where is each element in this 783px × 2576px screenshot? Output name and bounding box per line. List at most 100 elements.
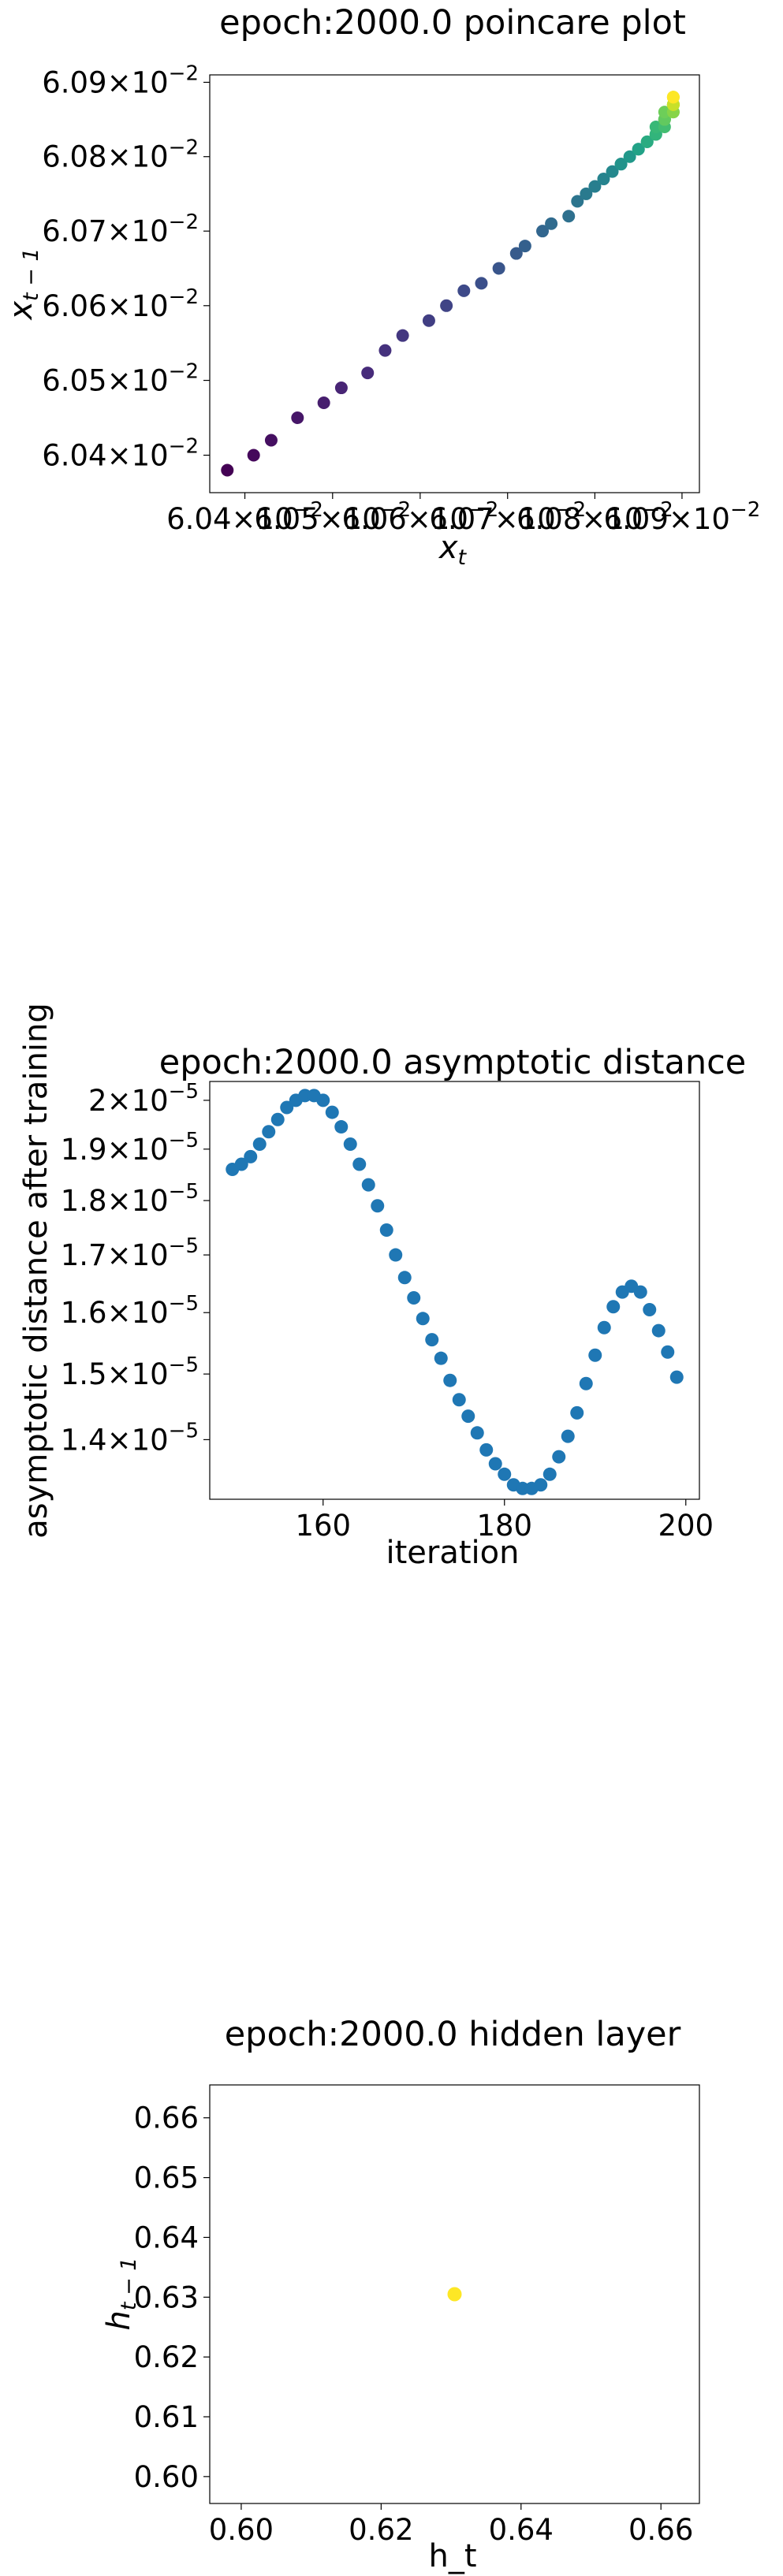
poincare-points [221,91,680,477]
poincare-point [580,187,593,200]
asymptotic-distance-y-axis-label: asymptotic distance after training [18,1003,54,1539]
poincare-point [378,344,392,357]
asymptotic-distance-point [316,1093,330,1107]
asymptotic-distance-point [488,1457,502,1471]
poincare-point [536,225,550,238]
hidden-layer-points [447,2287,462,2302]
poincare-point [666,91,680,104]
poincare-x-ticks: 6.04×10−26.05×10−26.06×10−26.07×10−26.08… [166,493,760,536]
asymptotic-distance-point [633,1285,647,1299]
asymptotic-distance-point [561,1429,575,1443]
poincare-plot: epoch:2000.0 poincare plot 6.04×10−26.05… [3,3,760,570]
asymptotic-distance-x-ticks: 160 180 200 [295,1499,714,1543]
hidden-layer-x-tick-label: 0.66 [628,2513,693,2547]
hidden-layer-plot: epoch:2000.0 hidden layer 0.60 0.62 0.64 0.… [101,2015,700,2574]
poincare-x-tick-label: 6.08×10−2 [516,498,673,536]
poincare-x-tick-label: 6.05×10−2 [254,498,411,536]
poincare-point [396,329,409,342]
poincare-point [640,135,654,148]
hidden-layer-y-tick-label: 0.62 [134,2340,199,2374]
asymptotic-distance-point [669,1370,684,1384]
hidden-layer-point [447,2287,462,2302]
asymptotic-distance-point [361,1178,375,1192]
asymptotic-distance-point [389,1248,403,1262]
poincare-point [649,120,662,133]
asymptotic-distance-point [270,1112,285,1126]
asymptotic-distance-point [661,1345,675,1359]
asymptotic-distance-point [498,1467,512,1481]
poincare-y-axis-label: xt − 1 [3,248,43,321]
poincare-point [562,210,576,223]
poincare-y-tick-label: 6.09×10−2 [42,61,199,99]
poincare-y-tick-label: 6.05×10−2 [42,360,199,398]
poincare-y-tick-label: 6.07×10−2 [42,210,199,248]
asymptotic-distance-point [643,1302,657,1316]
poincare-y-tick-label: 6.08×10−2 [42,136,199,174]
asymptotic-distance-point [407,1291,421,1305]
hidden-layer-x-tick-label: 0.60 [209,2513,274,2547]
poincare-y-ticks: 6.04×10−2 6.05×10−2 6.06×10−2 6.07×10−2 6.08… [42,61,210,472]
asymptotic-distance-point [588,1348,602,1362]
asymptotic-distance-point [434,1351,448,1365]
poincare-point [247,449,260,462]
poincare-point [509,247,523,260]
poincare-x-tick-label: 6.04×10−2 [166,498,323,536]
asymptotic-distance-point [579,1376,593,1390]
poincare-y-tick-label: 6.06×10−2 [42,285,199,323]
asymptotic-distance-y-tick-label: 1.7×10−5 [61,1234,199,1272]
hidden-layer-x-tick-label: 0.62 [349,2513,413,2547]
asymptotic-distance-x-tick-label: 200 [658,1509,714,1543]
poincare-point [545,217,558,230]
poincare-point [632,143,645,156]
hidden-layer-x-ticks: 0.60 0.62 0.64 0.66 [209,2503,693,2547]
poincare-axes-frame [209,74,700,493]
hidden-layer-y-ticks: 0.60 0.61 0.62 0.63 0.64 0.65 0.66 [134,2101,210,2494]
poincare-point [623,150,636,163]
asymptotic-distance-point [552,1450,566,1464]
poincare-point [518,240,531,253]
asymptotic-distance-point [244,1149,258,1163]
asymptotic-distance-point [651,1323,666,1338]
hidden-layer-y-tick-label: 0.64 [134,2220,199,2254]
hidden-layer-y-tick-label: 0.60 [134,2460,199,2494]
poincare-point [588,180,602,193]
asymptotic-distance-point [262,1125,276,1139]
poincare-point [291,411,304,424]
poincare-point [221,463,234,477]
hidden-layer-y-tick-label: 0.63 [134,2280,199,2314]
asymptotic-distance-points [226,1089,684,1495]
poincare-point [440,299,453,312]
asymptotic-distance-y-ticks: 1.4×10−5 1.5×10−5 1.6×10−5 1.7×10−5 1.8×10−5… [61,1080,210,1457]
poincare-point [334,382,348,395]
asymptotic-distance-point [379,1223,393,1238]
poincare-point [571,195,584,208]
asymptotic-distance-point [280,1100,294,1115]
poincare-point [457,284,471,297]
asymptotic-distance-point [234,1157,248,1171]
asymptotic-distance-point [371,1199,385,1213]
asymptotic-distance-point [470,1426,484,1440]
asymptotic-distance-point [606,1300,621,1314]
poincare-x-tick-label: 6.06×10−2 [341,498,498,536]
asymptotic-distance-y-tick-label: 1.4×10−5 [61,1419,199,1457]
poincare-point [264,434,278,447]
asymptotic-distance-y-tick-label: 2×10−5 [88,1080,199,1118]
asymptotic-distance-point [597,1320,611,1335]
poincare-point [658,106,671,119]
poincare-point [614,158,628,171]
hidden-layer-axes-frame [209,2084,700,2504]
asymptotic-distance-x-tick-label: 180 [476,1509,532,1543]
hidden-layer-y-tick-label: 0.65 [134,2161,199,2195]
asymptotic-distance-point [252,1137,267,1151]
hidden-layer-y-tick-label: 0.61 [134,2400,199,2434]
asymptotic-distance-point [452,1393,466,1407]
asymptotic-distance-point [534,1478,548,1492]
asymptotic-distance-point [425,1333,439,1347]
poincare-x-tick-label: 6.09×10−2 [604,498,761,536]
asymptotic-distance-point [570,1405,584,1420]
asymptotic-distance-point [352,1157,367,1171]
poincare-point [597,173,610,186]
poincare-point [492,262,505,275]
asymptotic-distance-y-tick-label: 1.5×10−5 [61,1353,199,1391]
